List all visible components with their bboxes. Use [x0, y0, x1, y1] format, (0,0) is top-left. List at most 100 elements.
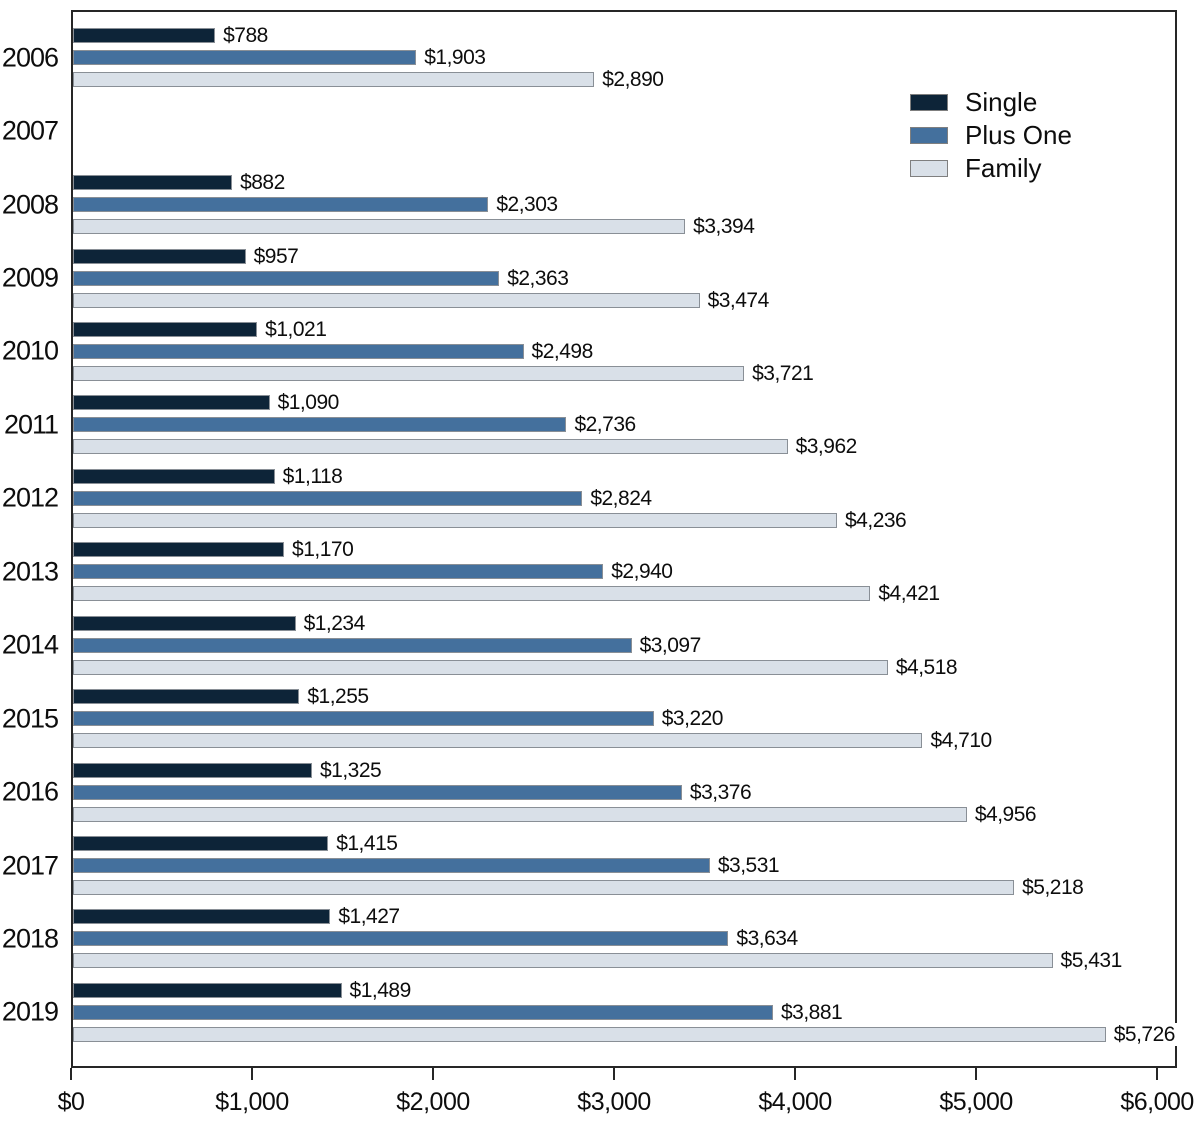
x-axis-tick-label: $5,000 [939, 1088, 1013, 1116]
year-row-2010: 2010 $1,021 $2,498 $3,721 [2, 315, 1175, 388]
bar-value-label: $3,474 [705, 288, 771, 312]
bar-value-label: $3,881 [778, 1000, 845, 1024]
bar-plus-one [73, 931, 729, 947]
x-axis: $0 $1,000 $2,000 $3,000 $4,000 $5,000 $6,000 [58, 1068, 1194, 1128]
bar-line: $2,940 [73, 560, 1175, 584]
bar-value-label: $4,236 [843, 508, 909, 532]
year-label: 2018 [1, 923, 59, 954]
bar-line: $1,325 [73, 758, 1175, 782]
bar-family [73, 365, 745, 381]
bar-value-label: $2,303 [494, 193, 560, 217]
bar-value-label: $3,220 [659, 707, 725, 731]
bar-line: $3,721 [73, 361, 1175, 385]
bar-line: $4,710 [73, 729, 1175, 753]
bar-single [73, 762, 312, 778]
bar-family [73, 586, 871, 602]
bar-value-label: $4,956 [972, 802, 1039, 826]
bar-plus-one [73, 564, 604, 580]
bar-line: $3,097 [73, 633, 1175, 657]
bar-line: $4,518 [73, 655, 1175, 679]
year-row-2012: 2012 $1,118 $2,824 $4,236 [2, 462, 1175, 535]
bar-group: $1,118 $2,824 $4,236 [73, 464, 1175, 532]
bar-value-label: $4,518 [893, 655, 960, 679]
bar-family [73, 659, 888, 675]
legend-label: Plus One [965, 120, 1072, 150]
bar-value-label: $2,890 [600, 68, 666, 92]
bar-line: $1,489 [73, 978, 1175, 1002]
bar-plus-one [73, 343, 524, 359]
legend-item-family: Family [910, 152, 1072, 185]
bar-single [73, 395, 270, 411]
bar-plus-one [73, 417, 567, 433]
year-label: 2017 [1, 850, 59, 881]
bar-value-label: $2,736 [572, 413, 638, 437]
bar-family [73, 512, 837, 528]
bar-line: $4,956 [73, 802, 1175, 826]
bar-group: $1,427 $3,634 $5,431 [73, 905, 1175, 973]
bar-value-label: $3,097 [637, 633, 703, 657]
bar-value-label: $2,498 [529, 339, 595, 363]
x-axis-tick-label: $0 [57, 1088, 85, 1116]
year-row-2006: 2006 $788 $1,903 $2,890 [2, 21, 1175, 94]
year-row-2008: 2008 $882 $2,303 $3,394 [2, 168, 1175, 241]
year-row-2016: 2016 $1,325 $3,376 $4,956 [2, 755, 1175, 828]
bar-value-label: $1,325 [317, 758, 384, 782]
bar-value-label: $3,634 [734, 927, 800, 951]
bar-line: $3,962 [73, 435, 1175, 459]
year-label: 2011 [3, 409, 59, 440]
bar-family [73, 733, 923, 749]
bar-line: $1,090 [73, 391, 1175, 415]
bar-value-label: $1,118 [280, 464, 345, 488]
bar-value-label: $882 [238, 171, 287, 195]
bar-group: $882 $2,303 $3,394 [73, 171, 1175, 239]
bar-single [73, 468, 275, 484]
bar-plus-one [73, 50, 417, 66]
year-row-2011: 2011 $1,090 $2,736 $3,962 [4, 388, 1175, 461]
bar-single [73, 175, 233, 191]
year-row-2007: 2007 [2, 94, 1175, 167]
year-row-2017: 2017 $1,415 $3,531 $5,218 [2, 829, 1175, 902]
bar-line: $2,363 [73, 266, 1175, 290]
x-axis-tick-label: $4,000 [758, 1088, 832, 1116]
bar-line: $788 [73, 24, 1175, 48]
legend-swatch-icon [910, 94, 948, 111]
x-axis-tick-label: $3,000 [577, 1088, 651, 1116]
legend: Single Plus One Family [910, 86, 1072, 185]
bar-family [73, 292, 700, 308]
bar-line: $1,415 [73, 832, 1175, 856]
bar-line: $5,431 [73, 949, 1175, 973]
bar-value-label: $3,962 [793, 435, 859, 459]
bar-family [73, 72, 595, 88]
year-label: 2006 [1, 42, 59, 73]
bar-plus-one [73, 784, 682, 800]
bar-line: $1,118 [73, 464, 1175, 488]
bar-line: $2,736 [73, 413, 1175, 437]
bar-line: $3,394 [73, 215, 1175, 239]
year-row-2019: 2019 $1,489 $3,881 $5,726 [2, 976, 1177, 1049]
year-row-2013: 2013 $1,170 $2,940 $4,421 [2, 535, 1175, 608]
bar-value-label: $957 [251, 244, 301, 268]
x-axis-tick-mark [794, 1068, 797, 1080]
bar-single [73, 321, 258, 337]
bar-line: $2,890 [73, 68, 1175, 92]
year-label: 2014 [1, 629, 59, 660]
bar-value-label: $3,376 [687, 780, 754, 804]
bar-value-label: $1,170 [290, 538, 356, 562]
x-axis-tick-mark [432, 1068, 435, 1080]
bar-value-label: $3,394 [691, 215, 757, 239]
bar-value-label: $1,255 [305, 685, 371, 709]
bar-group: $1,170 $2,940 $4,421 [73, 538, 1175, 606]
bar-value-label: $1,903 [422, 46, 488, 70]
bar-line: $957 [73, 244, 1175, 268]
bar-family [73, 219, 686, 235]
bar-value-label: $5,431 [1058, 949, 1124, 973]
bar-line: $1,255 [73, 685, 1175, 709]
year-label: 2010 [1, 335, 59, 366]
bar-line: $3,376 [73, 780, 1175, 804]
bar-line: $1,170 [73, 538, 1175, 562]
bar-single [73, 615, 296, 631]
bar-plus-one [73, 270, 500, 286]
year-row-2014: 2014 $1,234 $3,097 $4,518 [2, 609, 1175, 682]
legend-label: Family [965, 153, 1042, 183]
bar-line: $3,881 [73, 1000, 1175, 1024]
